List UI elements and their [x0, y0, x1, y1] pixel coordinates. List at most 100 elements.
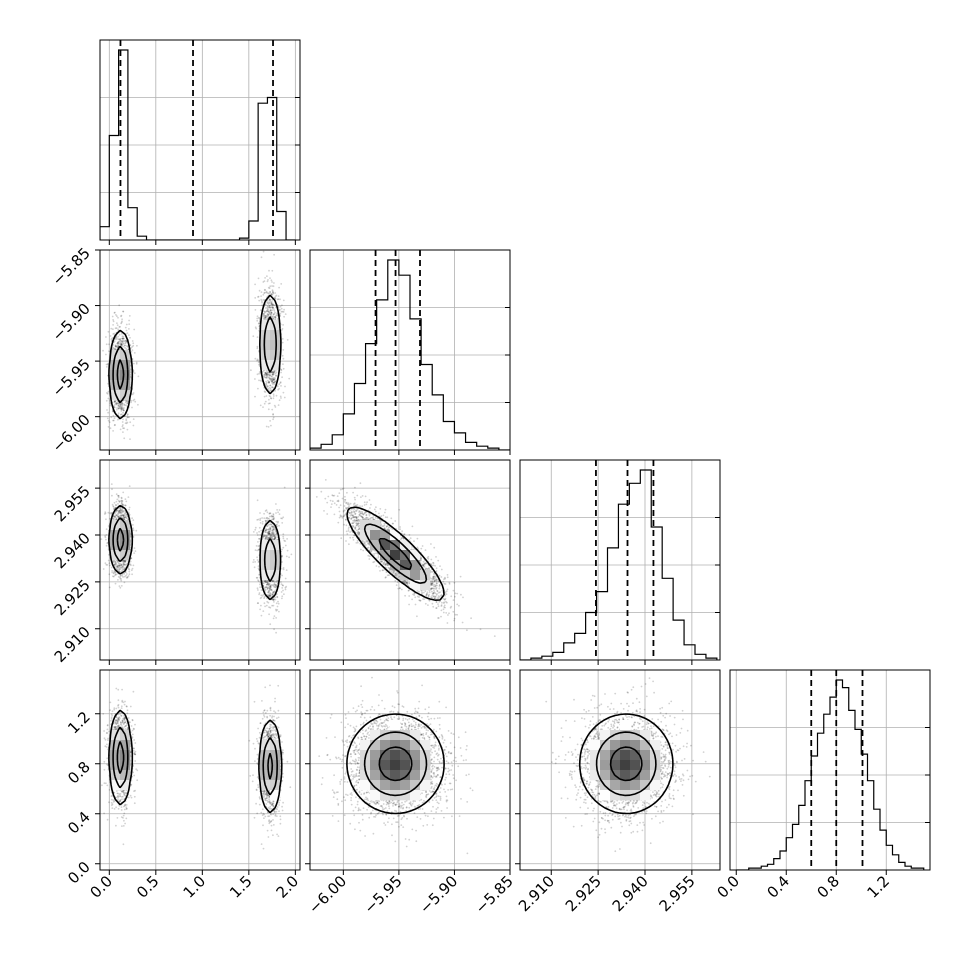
- sample-point: [112, 324, 114, 326]
- sample-point: [276, 509, 278, 511]
- sample-point: [118, 343, 120, 345]
- sample-point: [272, 526, 275, 529]
- sample-point: [280, 581, 282, 583]
- sample-point: [110, 327, 113, 330]
- sample-point: [267, 381, 270, 384]
- sample-point: [119, 511, 122, 514]
- sample-point: [129, 376, 132, 379]
- sample-point: [258, 299, 261, 302]
- sample-point: [119, 568, 122, 570]
- sample-point: [266, 525, 268, 528]
- sample-point: [113, 340, 116, 342]
- sample-point: [267, 371, 270, 374]
- sample-point: [271, 589, 273, 592]
- sample-point: [123, 575, 126, 578]
- sample-point: [132, 519, 135, 521]
- sample-point: [106, 392, 108, 394]
- sample-point: [263, 375, 265, 378]
- sample-point: [271, 531, 273, 533]
- sample-point: [260, 529, 263, 532]
- sample-point: [269, 315, 272, 317]
- sample-point: [114, 573, 117, 575]
- sample-point: [271, 373, 274, 376]
- sample-point: [265, 534, 267, 537]
- sample-point: [262, 610, 265, 612]
- sample-point: [117, 494, 120, 497]
- sample-point: [274, 598, 277, 601]
- sample-point: [115, 514, 118, 517]
- sample-point: [266, 581, 269, 584]
- sample-point: [100, 538, 103, 540]
- sample-point: [272, 317, 274, 320]
- sample-point: [113, 508, 115, 510]
- sample-point: [271, 593, 274, 596]
- sample-point: [107, 525, 110, 527]
- sample-point: [122, 563, 125, 566]
- sample-point: [281, 310, 284, 313]
- sample-point: [133, 398, 136, 401]
- sample-point: [280, 369, 283, 371]
- sample-point: [257, 579, 259, 581]
- sample-point: [261, 520, 264, 523]
- sample-point: [273, 370, 276, 373]
- sample-point: [279, 308, 281, 311]
- sample-point: [264, 372, 267, 375]
- sample-point: [112, 419, 114, 422]
- histogram-step: [520, 469, 718, 660]
- sample-point: [281, 376, 283, 379]
- sample-point: [105, 518, 107, 521]
- sample-point: [265, 604, 268, 607]
- density-cell: [270, 340, 281, 351]
- sample-point: [264, 400, 267, 403]
- sample-point: [123, 407, 125, 409]
- sample-point: [281, 328, 284, 330]
- sample-point: [113, 400, 116, 403]
- sample-point: [265, 537, 268, 540]
- sample-point: [269, 291, 271, 293]
- sample-point: [272, 580, 275, 582]
- sample-point: [123, 344, 126, 347]
- sample-point: [271, 305, 274, 307]
- sample-point: [269, 606, 272, 609]
- sample-point: [115, 573, 117, 576]
- sample-point: [122, 518, 125, 520]
- sample-point: [104, 511, 107, 513]
- density-cell: [270, 360, 281, 371]
- sample-point: [122, 408, 124, 411]
- sample-point: [272, 383, 274, 386]
- sample-point: [122, 409, 125, 412]
- sample-point: [264, 580, 266, 583]
- sample-point: [268, 613, 270, 616]
- density-cell: [110, 380, 121, 391]
- sample-point: [272, 317, 274, 320]
- sample-point: [285, 555, 288, 558]
- sample-point: [262, 314, 265, 317]
- histogram-panel: [520, 460, 720, 660]
- sample-point: [252, 559, 255, 561]
- sample-point: [122, 310, 124, 313]
- sample-point: [268, 587, 271, 590]
- sample-point: [272, 306, 274, 309]
- sample-point: [120, 566, 122, 569]
- panel-frame: [729, 669, 931, 871]
- sample-point: [272, 591, 275, 594]
- sample-point: [123, 516, 126, 519]
- sample-point: [265, 310, 268, 312]
- histogram-step: [310, 259, 510, 450]
- sample-point: [269, 291, 271, 294]
- sample-point: [271, 593, 273, 596]
- sample-point: [270, 378, 273, 381]
- sample-point: [272, 291, 274, 294]
- sample-point: [120, 497, 123, 500]
- sample-point: [268, 536, 271, 539]
- sample-point: [115, 338, 118, 341]
- sample-point: [113, 515, 116, 518]
- sample-point: [123, 563, 125, 565]
- sample-point: [273, 404, 276, 407]
- sample-point: [131, 406, 133, 409]
- sample-point: [272, 371, 274, 374]
- sample-point: [119, 566, 121, 569]
- sample-point: [270, 380, 273, 383]
- sample-point: [123, 560, 126, 562]
- sample-point: [107, 362, 109, 365]
